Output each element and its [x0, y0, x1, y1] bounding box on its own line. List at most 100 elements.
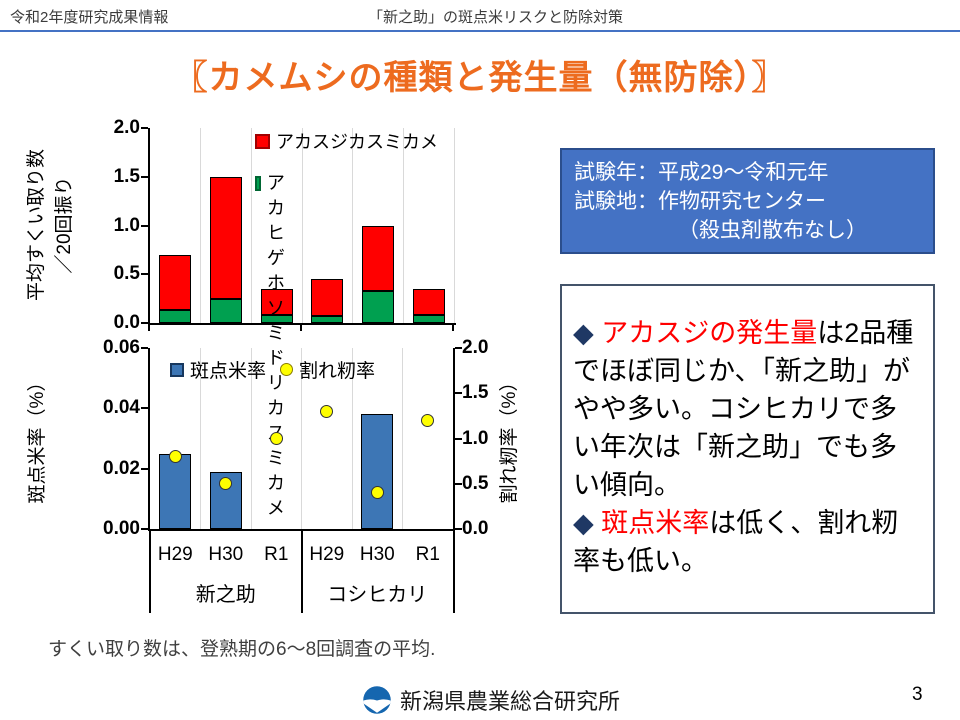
bar-segment-red: [412, 288, 445, 316]
x-tick-label: R1: [264, 544, 289, 565]
data-point-yellow: [168, 450, 182, 464]
y-tick-label: 0.5: [113, 263, 140, 285]
data-point-yellow: [219, 477, 233, 491]
header-right: 「新之助」の斑点米リスクと防除対策: [368, 9, 624, 26]
legend-label: 割れ籾率: [299, 361, 376, 382]
grid-line: [250, 128, 252, 323]
y-axis-label-line1: 平均すくい取り数: [26, 149, 47, 302]
text-segment: アカスジの発生量: [601, 318, 818, 348]
left-y-axis-tick: [141, 467, 148, 470]
header-divider: [0, 30, 960, 32]
niigata-agri-logo-icon: [363, 686, 391, 714]
right-y-tick-label: 0.0: [462, 518, 489, 539]
y-axis-tick: [141, 175, 148, 178]
grid-line: [301, 128, 303, 323]
x-tick-label: R1: [415, 544, 440, 565]
bar-segment-green: [362, 290, 394, 323]
right-y-axis-tick: [455, 482, 462, 485]
bar-segment-green: [210, 298, 242, 323]
bar-segment-green: [159, 310, 192, 323]
info-line-1: 試験年：平成29～令和元年: [574, 161, 829, 184]
top-chart-legend-item-red: アカスジカスミカメ: [255, 128, 438, 154]
legend-item-dot: 割れ籾率: [280, 356, 375, 383]
left-y-axis-tick: [141, 407, 148, 410]
y-tick-label: 1.5: [113, 165, 140, 187]
left-y-tick-label: 0.04: [103, 397, 140, 419]
data-point-yellow: [421, 413, 435, 427]
category-divider: [453, 529, 455, 613]
bar-blue: [361, 414, 394, 529]
x-tick-label: H29: [157, 544, 193, 565]
bottom-chart-left-axis-label: 斑点米率（%）: [27, 372, 48, 504]
y-axis-tick: [141, 127, 148, 129]
text-segment: は2品種でほぼ同じか、「新之助」がやや多い。コシヒカリで多い年次は「新之助」でも…: [573, 318, 914, 500]
top-chart-plot-area: [141, 127, 456, 331]
blue-series-swatch-icon: [170, 362, 184, 377]
grid-line: [301, 348, 302, 529]
green-series-swatch-icon: [255, 176, 261, 191]
right-y-axis-tick: [455, 392, 462, 395]
text-segment: ◆: [573, 318, 602, 348]
x-axis-group-tick: [148, 323, 150, 331]
right-y-tick-label: 2.0: [462, 337, 489, 358]
legend-label: 斑点米率: [190, 361, 267, 382]
y-axis-label-line2: ／20回振り: [54, 176, 75, 274]
grid-line: [351, 348, 353, 529]
bar-segment-red: [362, 225, 394, 291]
y-axis-tick: [141, 322, 148, 324]
grid-line: [402, 348, 403, 529]
legend-label: アカスジカスミカメ: [276, 132, 438, 152]
text-segment: ◆: [573, 508, 602, 538]
left-y-tick-label: 0.00: [103, 518, 140, 539]
x-tick-label: H30: [359, 544, 395, 565]
x-axis-group-tick: [452, 323, 454, 331]
legend-item-bar: 斑点米率: [170, 356, 266, 383]
test-info-box: 試験年：平成29～令和元年 試験地：作物研究センター （殺虫剤散布なし）: [560, 148, 935, 254]
org-name: 新潟県農業総合研究所: [400, 689, 621, 714]
bar-segment-red: [159, 254, 192, 311]
y-tick-label: 2.0: [113, 117, 140, 138]
finding-bullet-1: ◆ アカスジの発生量は2品種でほぼ同じか、「新之助」がやや多い。コシヒカリで多い…: [573, 314, 922, 504]
info-line-2: 試験地：作物研究センター: [574, 190, 826, 213]
bar-segment-red: [210, 176, 242, 299]
y-axis-tick: [141, 273, 148, 276]
page-title: 〖カメムシの種類と発生量（無防除）〗: [173, 59, 787, 97]
x-axis-group-tick: [300, 323, 302, 331]
grid-line: [200, 128, 202, 323]
left-y-tick-label: 0.02: [103, 457, 140, 479]
bar-segment-green: [311, 316, 344, 323]
bar-segment-red: [260, 288, 293, 316]
x-tick-label: H30: [208, 544, 244, 565]
x-tick-label: H29: [309, 544, 345, 565]
top-chart-y-axis-label: 平均すくい取り数 ／20回振り: [23, 121, 81, 329]
findings-box: ◆ アカスジの発生量は2品種でほぼ同じか、「新之助」がやや多い。コシヒカリで多い…: [560, 284, 935, 614]
left-y-axis-tick: [141, 347, 148, 349]
bar-segment-green: [260, 315, 293, 323]
grid-line: [250, 348, 252, 529]
y-axis-tick: [141, 224, 148, 227]
bar-segment-red: [311, 279, 344, 317]
footer-org: 新潟県農業総合研究所: [362, 684, 620, 716]
right-y-axis-tick: [455, 347, 462, 349]
y-tick-label: 1.0: [113, 214, 140, 236]
left-y-tick-label: 0.06: [103, 337, 140, 358]
left-y-axis-tick: [141, 528, 148, 530]
text-segment: 斑点米率: [601, 508, 710, 538]
category-divider: [149, 529, 151, 613]
info-line-3: （殺虫剤散布なし）: [678, 219, 867, 242]
category-divider: [300, 529, 303, 613]
data-point-yellow: [370, 486, 384, 500]
data-point-yellow: [320, 404, 334, 418]
right-y-axis-tick: [455, 437, 462, 440]
bar-segment-green: [412, 315, 445, 323]
footnote: すくい取り数は、登熟期の6～8回調査の平均.: [48, 639, 436, 660]
right-y-tick-label: 1.0: [462, 427, 489, 449]
grid-line: [352, 128, 354, 323]
bottom-chart-legend: 斑点米率 割れ籾率: [170, 356, 375, 383]
grid-line: [453, 128, 455, 323]
group-label: コシヒカリ: [327, 584, 428, 606]
legend-label-line1: アカヒゲホソミドリ: [266, 173, 285, 393]
finding-bullet-2: ◆ 斑点米率は低く、割れ籾率も低い。: [573, 504, 922, 580]
y-tick-label: 0.0: [113, 312, 140, 333]
